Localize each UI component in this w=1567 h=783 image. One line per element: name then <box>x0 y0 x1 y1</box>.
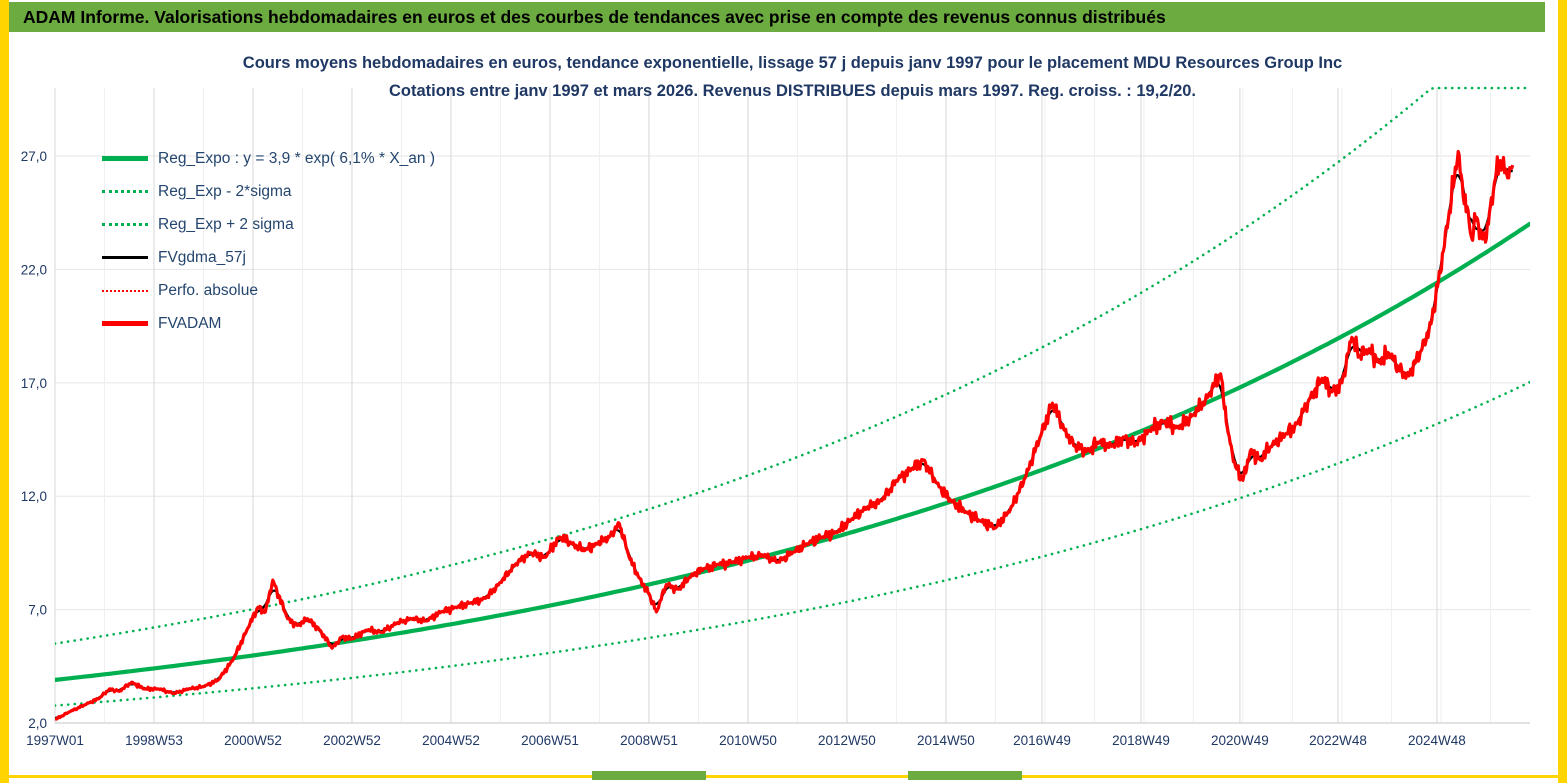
legend-label-reg-plus-2sigma: Reg_Exp + 2 sigma <box>158 215 294 233</box>
legend-label-reg-minus-2sigma: Reg_Exp - 2*sigma <box>158 182 292 200</box>
right-border <box>1558 0 1567 783</box>
bottom-border-line <box>8 775 1558 778</box>
y-axis-tick-label: 22,0 <box>21 262 47 277</box>
legend-item-reg-plus-2sigma: Reg_Exp + 2 sigma <box>102 208 435 241</box>
x-axis-tick-label: 2006W51 <box>521 733 579 748</box>
x-axis-tick-label: 2024W48 <box>1408 733 1466 748</box>
legend-item-fvgdma: FVgdma_57j <box>102 241 435 274</box>
chart-legend: Reg_Expo : y = 3,9 * exp( 6,1% * X_an ) … <box>102 142 435 340</box>
x-axis-tick-label: 2020W49 <box>1211 733 1269 748</box>
x-axis-tick-label: 2016W49 <box>1013 733 1071 748</box>
x-axis-tick-label: 2000W52 <box>224 733 282 748</box>
x-axis-tick-label: 2022W48 <box>1309 733 1367 748</box>
app-header-title: ADAM Informe. Valorisations hebdomadaire… <box>23 7 1166 27</box>
series-reg-plus-2sigma-line <box>55 86 1530 645</box>
y-axis-tick-label: 17,0 <box>21 376 47 391</box>
x-axis-tick-label: 2018W49 <box>1112 733 1170 748</box>
legend-item-reg-minus-2sigma: Reg_Exp - 2*sigma <box>102 175 435 208</box>
reg-plus-2sigma-line-sample-icon <box>102 223 148 226</box>
x-axis-tick-label: 1998W53 <box>125 733 183 748</box>
x-axis-tick-label: 1997W01 <box>26 733 84 748</box>
app-header-bar: ADAM Informe. Valorisations hebdomadaire… <box>9 2 1545 32</box>
series-reg-minus-2sigma-line <box>55 380 1530 707</box>
x-axis-tick-label: 2010W50 <box>719 733 777 748</box>
reg-minus-2sigma-line-sample-icon <box>102 190 148 193</box>
legend-label-fvadam: FVADAM <box>158 314 222 332</box>
y-axis-tick-label: 27,0 <box>21 149 47 164</box>
reg-expo-line-sample-icon <box>102 156 148 161</box>
x-axis-tick-label: 2008W51 <box>620 733 678 748</box>
y-axis-tick-label: 7,0 <box>28 603 47 618</box>
x-axis-tick-label: 2012W50 <box>818 733 876 748</box>
y-axis-tick-label: 12,0 <box>21 489 47 504</box>
chart-title-line2: Cotations entre janv 1997 et mars 2026. … <box>388 82 1197 100</box>
fvgdma-line-sample-icon <box>102 256 148 259</box>
bottom-border-segment-1 <box>592 771 706 780</box>
y-axis-tick-label: 2,0 <box>28 716 47 731</box>
legend-item-reg-expo: Reg_Expo : y = 3,9 * exp( 6,1% * X_an ) <box>102 142 435 175</box>
legend-label-fvgdma: FVgdma_57j <box>158 248 246 266</box>
bottom-border-segment-2 <box>908 771 1022 780</box>
x-axis-tick-label: 2014W50 <box>917 733 975 748</box>
series-fvadam-line <box>55 149 1515 721</box>
x-axis-tick-label: 2002W52 <box>323 733 381 748</box>
perfo-absolue-line-sample-icon <box>102 289 148 292</box>
x-axis-tick-label: 2004W52 <box>422 733 480 748</box>
legend-label-perfo-absolue: Perfo. absolue <box>158 281 258 299</box>
fvadam-line-sample-icon <box>102 321 148 326</box>
series-reg-expo-line <box>55 221 1530 682</box>
legend-item-perfo-absolue: Perfo. absolue <box>102 274 435 307</box>
legend-item-fvadam: FVADAM <box>102 307 435 340</box>
legend-label-reg-expo: Reg_Expo : y = 3,9 * exp( 6,1% * X_an ) <box>158 149 436 167</box>
left-border <box>0 0 9 783</box>
chart-title-line1: Cours moyens hebdomadaires en euros, ten… <box>242 54 1343 72</box>
